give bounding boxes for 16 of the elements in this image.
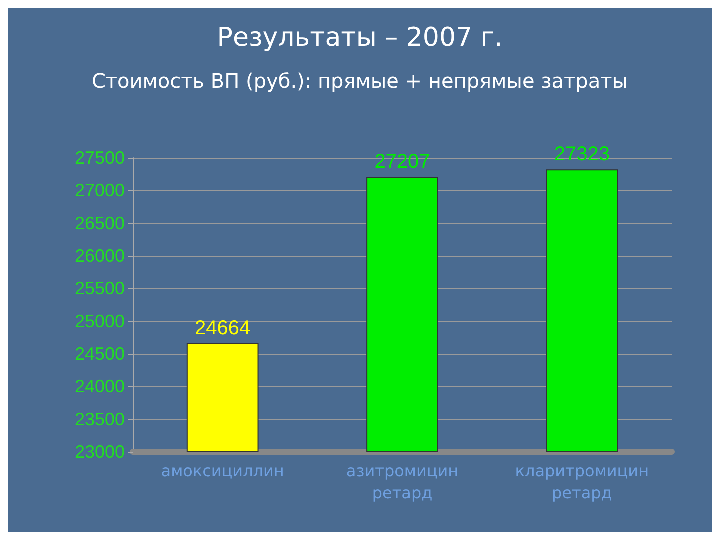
x-tick-label: амоксициллин — [161, 462, 284, 480]
x-tick-label: кларитромицин ретард — [515, 462, 650, 502]
y-tick-label: 26500 — [74, 213, 125, 234]
y-tick-label: 23000 — [74, 442, 125, 462]
y-tick-label: 24500 — [74, 344, 125, 364]
y-tick-label: 23500 — [74, 409, 125, 430]
y-tick-label: 25000 — [74, 311, 125, 332]
data-label: 24664 — [195, 317, 251, 340]
chart-title: Результаты – 2007 г. — [217, 23, 503, 53]
y-tick-label: 27500 — [74, 148, 125, 168]
y-tick-label: 26000 — [74, 246, 125, 266]
y-tick-label: 24000 — [74, 376, 125, 397]
x-tick-label: азитромицин ретард — [346, 462, 459, 502]
chart-subtitle: Стоимость ВП (руб.): прямые + непрямые затраты — [92, 69, 628, 93]
y-tick-label: 25500 — [74, 278, 125, 299]
y-tick-label: 27000 — [74, 180, 125, 201]
